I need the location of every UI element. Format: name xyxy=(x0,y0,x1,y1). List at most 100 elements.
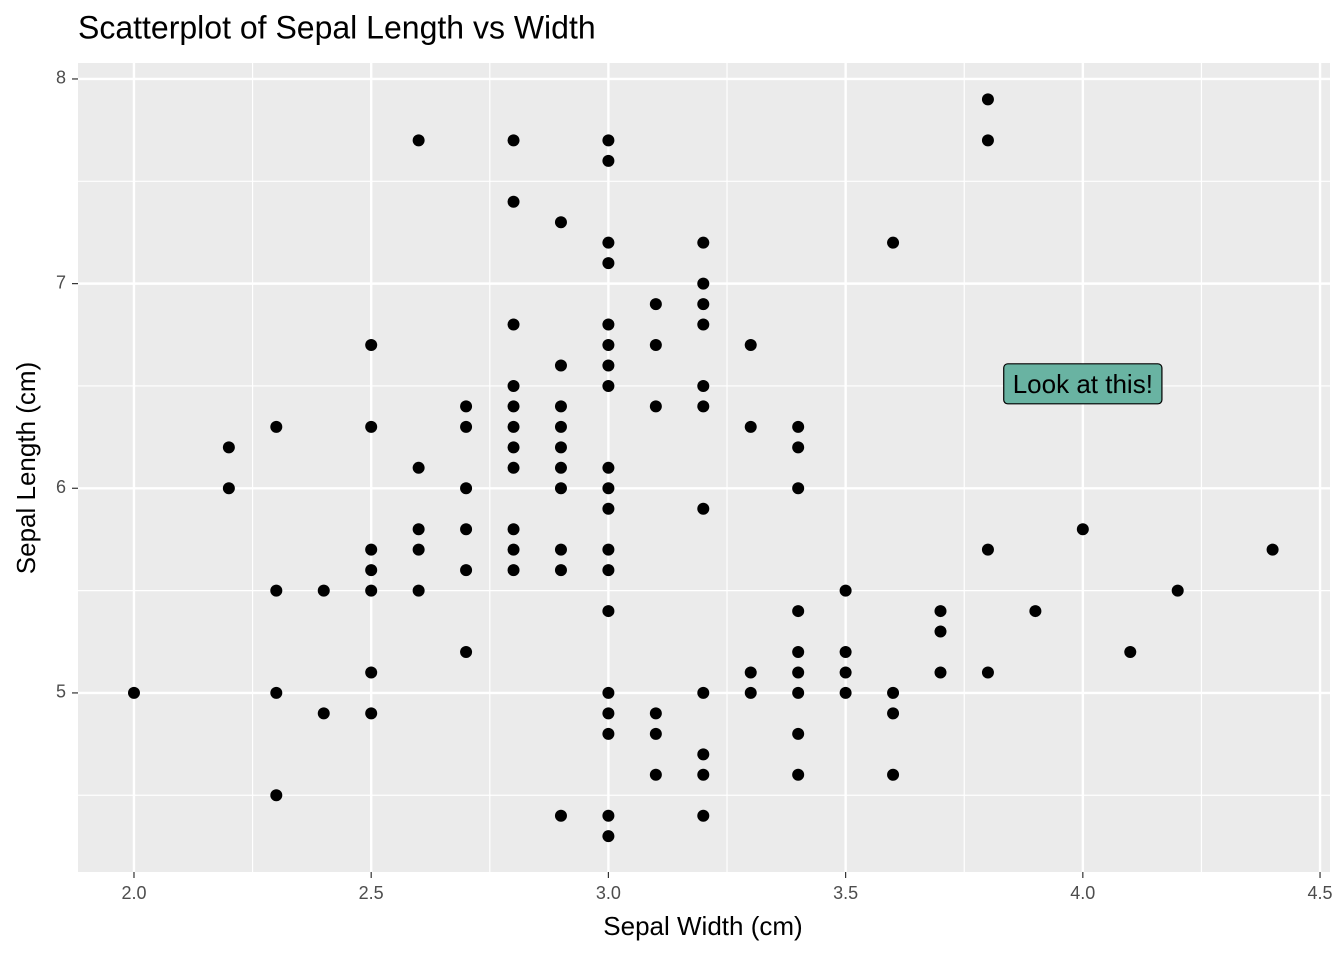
point xyxy=(602,543,615,556)
point xyxy=(887,768,900,781)
point xyxy=(507,420,520,433)
point xyxy=(554,461,567,474)
point xyxy=(554,216,567,229)
point xyxy=(554,441,567,454)
x-axis-label: Sepal Width (cm) xyxy=(603,911,802,941)
point xyxy=(554,482,567,495)
y-tick-label: 6 xyxy=(56,477,66,497)
point xyxy=(792,645,805,658)
point xyxy=(934,625,947,638)
y-tick-label: 5 xyxy=(56,682,66,702)
annotation: Look at this! xyxy=(1003,363,1163,405)
point xyxy=(1171,584,1184,597)
point xyxy=(365,584,378,597)
x-tick-label: 2.0 xyxy=(121,883,146,903)
point xyxy=(697,277,710,290)
point xyxy=(1076,523,1089,536)
point xyxy=(602,359,615,372)
point xyxy=(365,666,378,679)
point xyxy=(602,830,615,843)
point xyxy=(602,236,615,249)
point xyxy=(981,543,994,556)
point xyxy=(697,379,710,392)
point xyxy=(981,93,994,106)
point xyxy=(270,420,283,433)
point xyxy=(507,134,520,147)
point xyxy=(602,686,615,699)
point xyxy=(792,686,805,699)
point xyxy=(697,686,710,699)
point xyxy=(697,236,710,249)
point xyxy=(554,564,567,577)
point xyxy=(365,564,378,577)
point xyxy=(412,584,425,597)
point xyxy=(649,298,662,311)
point xyxy=(270,686,283,699)
point xyxy=(602,809,615,822)
x-tick-label: 3.0 xyxy=(596,883,621,903)
point xyxy=(839,645,852,658)
point xyxy=(1124,645,1137,658)
point xyxy=(697,318,710,331)
point xyxy=(412,543,425,556)
point xyxy=(1029,605,1042,618)
point xyxy=(507,564,520,577)
point xyxy=(554,543,567,556)
point xyxy=(887,686,900,699)
point xyxy=(792,605,805,618)
point xyxy=(460,420,473,433)
point xyxy=(697,768,710,781)
point xyxy=(507,400,520,413)
point xyxy=(649,339,662,352)
plot-panel xyxy=(78,63,1330,872)
point xyxy=(602,318,615,331)
point xyxy=(697,809,710,822)
point xyxy=(744,339,757,352)
point xyxy=(792,727,805,740)
point xyxy=(507,523,520,536)
point xyxy=(460,400,473,413)
point xyxy=(222,441,235,454)
point xyxy=(270,789,283,802)
point xyxy=(792,768,805,781)
x-tick-label: 4.5 xyxy=(1308,883,1333,903)
point xyxy=(649,727,662,740)
point xyxy=(507,379,520,392)
y-axis-label: Sepal Length (cm) xyxy=(11,362,41,574)
point xyxy=(365,420,378,433)
point xyxy=(507,318,520,331)
y-tick-label: 8 xyxy=(56,68,66,88)
point xyxy=(602,154,615,167)
point xyxy=(602,605,615,618)
point xyxy=(744,686,757,699)
point xyxy=(412,523,425,536)
point xyxy=(412,134,425,147)
point xyxy=(744,420,757,433)
point xyxy=(554,400,567,413)
point xyxy=(649,707,662,720)
point xyxy=(554,809,567,822)
point xyxy=(554,420,567,433)
point xyxy=(460,645,473,658)
point xyxy=(602,482,615,495)
annotation-text: Look at this! xyxy=(1013,369,1153,399)
point xyxy=(697,400,710,413)
point xyxy=(744,666,757,679)
point xyxy=(981,666,994,679)
point xyxy=(460,482,473,495)
point xyxy=(697,298,710,311)
point xyxy=(507,461,520,474)
point xyxy=(460,564,473,577)
point xyxy=(792,420,805,433)
point xyxy=(1266,543,1279,556)
point xyxy=(839,686,852,699)
point xyxy=(697,502,710,515)
point xyxy=(602,564,615,577)
point xyxy=(839,666,852,679)
point xyxy=(602,134,615,147)
point xyxy=(602,707,615,720)
point xyxy=(602,257,615,270)
point xyxy=(602,502,615,515)
x-tick-label: 3.5 xyxy=(833,883,858,903)
point xyxy=(887,236,900,249)
